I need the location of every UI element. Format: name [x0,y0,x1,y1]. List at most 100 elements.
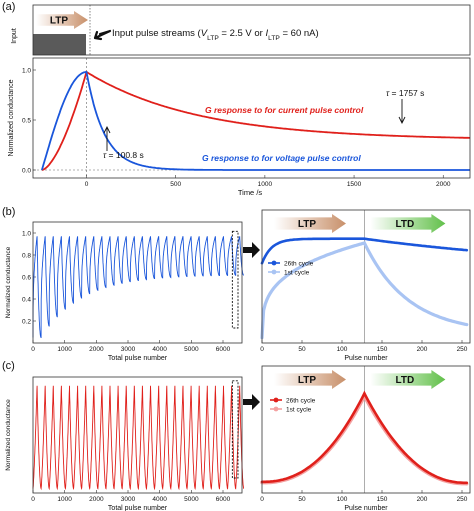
single-x-5-xtick-label-1: 50 [298,496,306,503]
input-strip-ylabel: Input [11,28,18,44]
time-y-ytick-label-2: 1.0 [22,67,31,74]
time-x-xtick-label-1: 500 [170,181,181,188]
last-cycle-box-2 [231,230,239,329]
single-x-5-xtick-label-5: 250 [457,496,468,503]
panel-label-c: (c) [2,360,15,372]
cycle-x-4-xtick-label-5: 5000 [184,496,199,503]
ltp-arrow-3-label: LTP [298,219,316,230]
legend-label-3-1: 1st cycle [284,269,310,276]
panel-label-a: (a) [2,1,15,13]
cycle-plot-frame-4 [32,376,243,494]
zoom-arrow-b [243,242,260,258]
series-label-current: G response to for current pulse control [205,105,364,115]
ltd-arrow-3 [370,214,446,233]
cycle-x-2-xtick-label-4: 4000 [152,346,167,353]
single-series-3-1 [260,241,469,340]
single-x-3-xtick-label-3: 150 [377,346,388,353]
time-y-ytick-label-0: 0.0 [22,167,31,174]
cycle-trace-2 [32,236,244,338]
single-x-5-xtick-label-4: 200 [417,496,428,503]
annotation-arrow [93,29,112,41]
series-line-1 [41,71,470,171]
cycle-x-2-xtick-label-6: 6000 [216,346,231,353]
zoom-arrow-c [243,394,260,410]
single-x-3-xtick-label-2: 100 [337,346,348,353]
legend-marker-3-0 [271,260,277,266]
single-x-3-xtick-label-5: 250 [457,346,468,353]
cycle-xlabel-4: Total pulse number [108,505,168,511]
time-x-xtick-label-3: 1500 [347,181,362,188]
cycle-y-2-ytick-label-1: 0.4 [22,296,31,303]
single-series-3-0 [260,237,469,265]
time-xlabel: Time /s [238,188,263,197]
pulse-block [33,34,86,55]
single-cycle-frame-5 [261,365,471,494]
single-x-5-xtick-label-0: 0 [260,496,264,503]
cycle-x-4-xtick-label-0: 0 [31,496,35,503]
cycle-x-4-xtick-label-3: 3000 [121,496,136,503]
cycle-ylabel-4: Normalized conductance [5,399,12,471]
time-response-plot: 0 500 1000 1500 2000 0.0 0.5 1.0 Time /s Normaliz… [8,58,470,197]
cycle-x-4-xtick-label-2: 2000 [89,496,104,503]
single-x-5-xtick-label-3: 150 [377,496,388,503]
time-ylabel: Normalized conductance [8,79,15,156]
single-cycle-frame-3 [261,209,471,344]
cycle-ylabel-2: Normalized conductance [5,246,12,318]
tau-arrow-current [398,99,406,125]
tau-label-current: τ = 1757 s [386,88,424,98]
tau-label-voltage: τ = 100.8 s [103,150,144,160]
time-x-xtick-label-0: 0 [85,181,89,188]
cycle-x-4-xtick-label-4: 4000 [152,496,167,503]
input-strip: Input Input pulse streams (VLTP = 2.5 V o… [11,5,319,55]
time-response-frame [32,57,471,179]
cycle-y-2-ytick-label-2: 0.6 [22,274,31,281]
cycle-plot-4: 0 1000 2000 3000 4000 5000 6000 Total pulse num… [5,380,245,511]
cycle-plot-frame-2 [32,221,243,344]
cycle-x-2-xtick-label-2: 2000 [89,346,104,353]
time-y-ytick-label-1: 0.5 [22,117,31,124]
cycle-y-2-ytick-label-4: 1.0 [22,230,31,237]
cycle-y-2-ytick-label-0: 0.2 [22,318,31,325]
input-annotation: Input pulse streams (VLTP = 2.5 V or ILT… [112,28,319,42]
ltp-arrow-a [36,11,88,29]
cycle-plot-2: 0 1000 2000 3000 4000 5000 6000 0.2 0.4 0.6 0.8 1.0… [5,230,244,362]
cycle-x-4-xtick-label-6: 6000 [216,496,231,503]
ltp-arrow-5 [274,370,346,389]
cycle-x-4-xtick-label-1: 1000 [57,496,72,503]
series-label-voltage: G response to for voltage pulse control [202,153,361,163]
legend-marker-5-0 [273,397,279,403]
legend-marker-3-1 [271,269,277,275]
single-x-3-xtick-label-4: 200 [417,346,428,353]
cycle-x-2-xtick-label-5: 5000 [184,346,199,353]
legend-label-5-1: 1st cycle [286,406,312,413]
single-xlabel-3: Pulse number [344,355,388,362]
time-x-xtick-label-2: 1000 [258,181,273,188]
single-xlabel-5: Pulse number [344,505,388,511]
ltd-arrow-3-label: LTD [396,219,415,230]
ltd-arrow-5-label: LTD [396,375,415,386]
cycle-y-2-ytick-label-3: 0.8 [22,252,31,259]
single-cycle-5: 0 50 100 150 200 250 Pulse number 26th cycle 1st… [260,366,469,511]
single-cycle-3: 0 50 100 150 200 250 Pulse number 26th cycle 1st… [260,210,469,362]
single-x-3-xtick-label-1: 50 [298,346,306,353]
cycle-x-2-xtick-label-0: 0 [31,346,35,353]
single-series-5-0 [260,390,469,485]
single-x-5-xtick-label-2: 100 [337,496,348,503]
ltp-arrow-3 [274,214,346,233]
ltd-arrow-5 [370,370,446,389]
ltp-arrow-5-label: LTP [298,375,316,386]
ltp-arrow-a-label: LTP [50,16,68,27]
single-x-3-xtick-label-0: 0 [260,346,264,353]
cycle-xlabel-2: Total pulse number [108,355,168,362]
last-cycle-box-4 [231,380,239,479]
cycle-trace-4 [32,385,245,491]
input-strip-frame [32,4,471,56]
tau-arrow-voltage [103,125,111,151]
time-x-xtick-label-4: 2000 [436,181,451,188]
cycle-x-2-xtick-label-3: 3000 [121,346,136,353]
legend-marker-5-1 [273,406,279,412]
panel-label-b: (b) [2,206,15,218]
cycle-x-2-xtick-label-1: 1000 [57,346,72,353]
legend-label-3-0: 26th cycle [284,260,314,267]
